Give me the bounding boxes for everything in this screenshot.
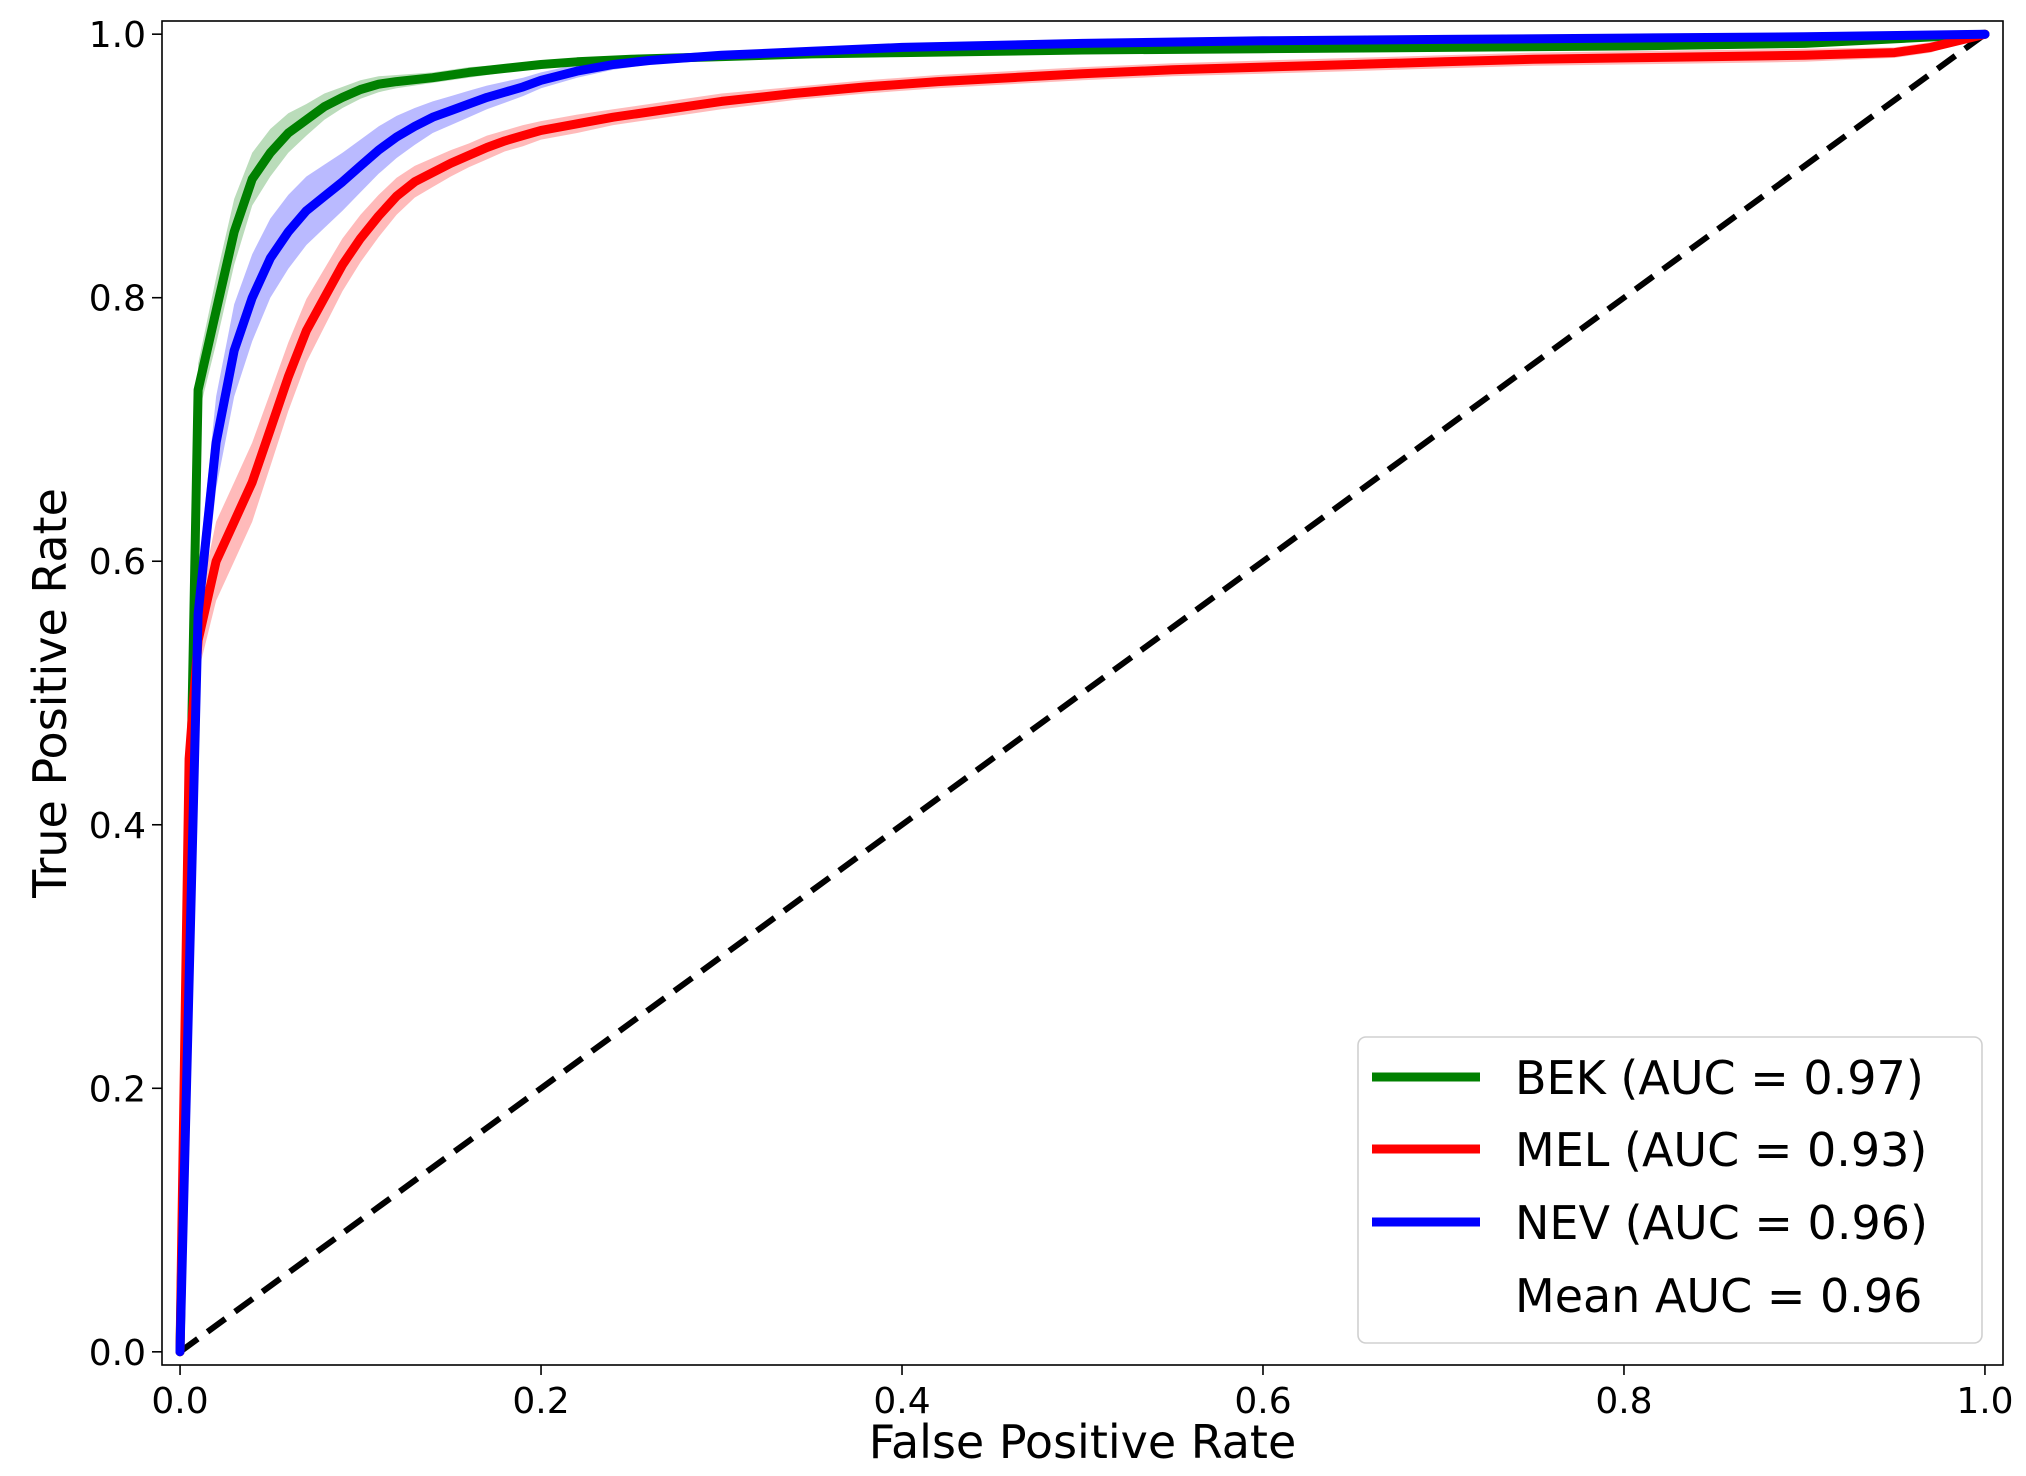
y-tick-label: 0.2 xyxy=(89,1069,146,1110)
line-mel xyxy=(175,29,1990,1357)
legend-box xyxy=(1357,1036,1983,1344)
line-bek xyxy=(175,29,1990,1357)
x-axis-ticks: 0.0 0.2 0.4 0.6 0.8 1.0 xyxy=(151,1365,2014,1422)
series-lines xyxy=(175,29,1990,1357)
x-tick-label: 1.0 xyxy=(1956,1381,2013,1422)
y-tick-label: 0.6 xyxy=(89,542,146,583)
y-tick-label: 0.4 xyxy=(89,806,146,847)
x-tick-label: 0.2 xyxy=(512,1381,569,1422)
line-nev xyxy=(175,29,1990,1357)
legend-mean-auc: Mean AUC = 0.96 xyxy=(1515,1269,1922,1323)
x-tick-label: 0.0 xyxy=(151,1381,208,1422)
legend-label-nev: NEV (AUC = 0.96) xyxy=(1515,1196,1928,1250)
y-axis-title: True Positive Rate xyxy=(23,488,77,899)
y-tick-label: 0.0 xyxy=(89,1333,146,1374)
x-tick-label: 0.6 xyxy=(1234,1381,1291,1422)
legend-label-bek: BEK (AUC = 0.97) xyxy=(1515,1051,1924,1105)
legend: BEK (AUC = 0.97) MEL (AUC = 0.93) NEV (A… xyxy=(1357,1036,1983,1344)
plot-frame xyxy=(161,20,2004,1366)
y-axis-ticks: 0.0 0.2 0.4 0.6 0.8 1.0 xyxy=(89,15,162,1374)
x-axis-title: False Positive Rate xyxy=(869,1415,1297,1469)
y-tick-label: 0.8 xyxy=(89,279,146,320)
legend-label-mel: MEL (AUC = 0.93) xyxy=(1515,1123,1927,1177)
x-tick-label: 0.4 xyxy=(873,1381,930,1422)
y-tick-label: 1.0 xyxy=(89,15,146,56)
x-tick-label: 0.8 xyxy=(1595,1381,1652,1422)
